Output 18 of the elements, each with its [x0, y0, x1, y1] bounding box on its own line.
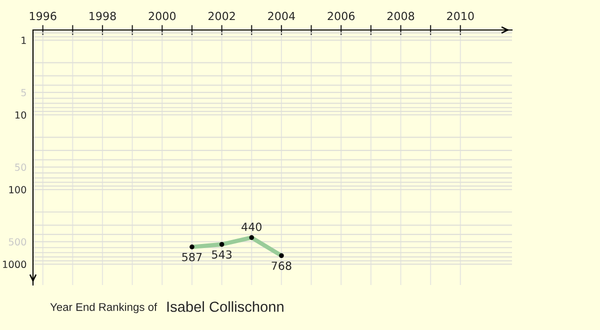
x-tick-label: 2002	[208, 12, 235, 20]
x-tick-label: 2006	[328, 12, 355, 20]
data-label: 440	[242, 222, 262, 232]
x-tick-label: 2008	[387, 12, 414, 20]
x-tick-label: 1996	[30, 12, 56, 20]
text: Year End Rankings of	[50, 302, 158, 314]
data-label: 543	[212, 250, 232, 259]
y-tick-label: 10	[15, 111, 26, 119]
y-tick-label: 1	[22, 36, 26, 44]
data-label: 587	[182, 252, 202, 262]
x-tick-label: 2010	[447, 12, 474, 20]
y-tick-label: 1000	[3, 260, 26, 268]
x-tick-label: 1998	[90, 12, 116, 20]
x-tick-label: 2004	[268, 12, 295, 20]
y-tick-label: 100	[9, 186, 26, 194]
data-label: 768	[272, 262, 292, 270]
x-tick-label: 2000	[148, 12, 176, 20]
text: Isabel Collischonn	[167, 301, 284, 312]
